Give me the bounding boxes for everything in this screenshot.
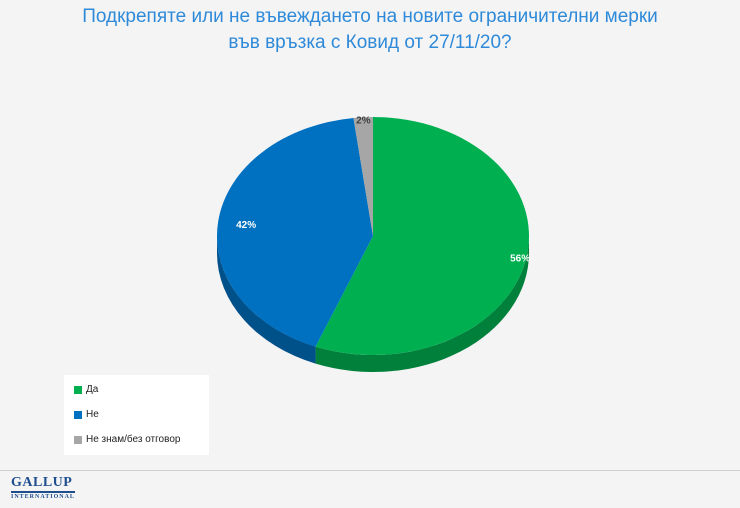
legend-label-ne-znam: Не знам/без отговор: [86, 434, 181, 445]
legend: Да Не Не знам/без отговор: [64, 375, 209, 455]
logo-sub-text: INTERNATIONAL: [11, 491, 75, 500]
gallup-logo: GALLUP INTERNATIONAL: [11, 476, 75, 500]
pie-slice-ne-znam: [353, 117, 373, 236]
data-label-da: 56%: [510, 253, 530, 264]
pie-slice-da: [315, 117, 529, 355]
logo-main-text: GALLUP: [11, 475, 73, 490]
pie-slice-ne: [217, 117, 373, 347]
chart-title-line-1: Подкрепяте или не въвеждането на новите …: [82, 6, 658, 27]
legend-label-ne: Не: [86, 409, 99, 420]
data-label-ne-znam: 2%: [356, 116, 371, 127]
pie-side-da: [315, 236, 529, 373]
data-label-ne: 42%: [236, 220, 256, 231]
chart-title-line-2: във връзка с Ковид от 27/11/20?: [228, 32, 512, 53]
footer-divider: [0, 470, 740, 471]
legend-item-ne-znam: Не знам/без отговор: [74, 434, 180, 445]
legend-swatch-ne-znam: [74, 435, 82, 444]
pie-side-ne: [217, 236, 316, 364]
chart-title: Подкрепяте или не въвеждането на новите …: [0, 4, 740, 56]
legend-swatch-ne: [74, 410, 82, 419]
legend-item-da: Да: [74, 384, 98, 395]
legend-label-da: Да: [86, 384, 99, 395]
legend-item-ne: Не: [74, 409, 99, 420]
legend-swatch-da: [74, 385, 82, 394]
